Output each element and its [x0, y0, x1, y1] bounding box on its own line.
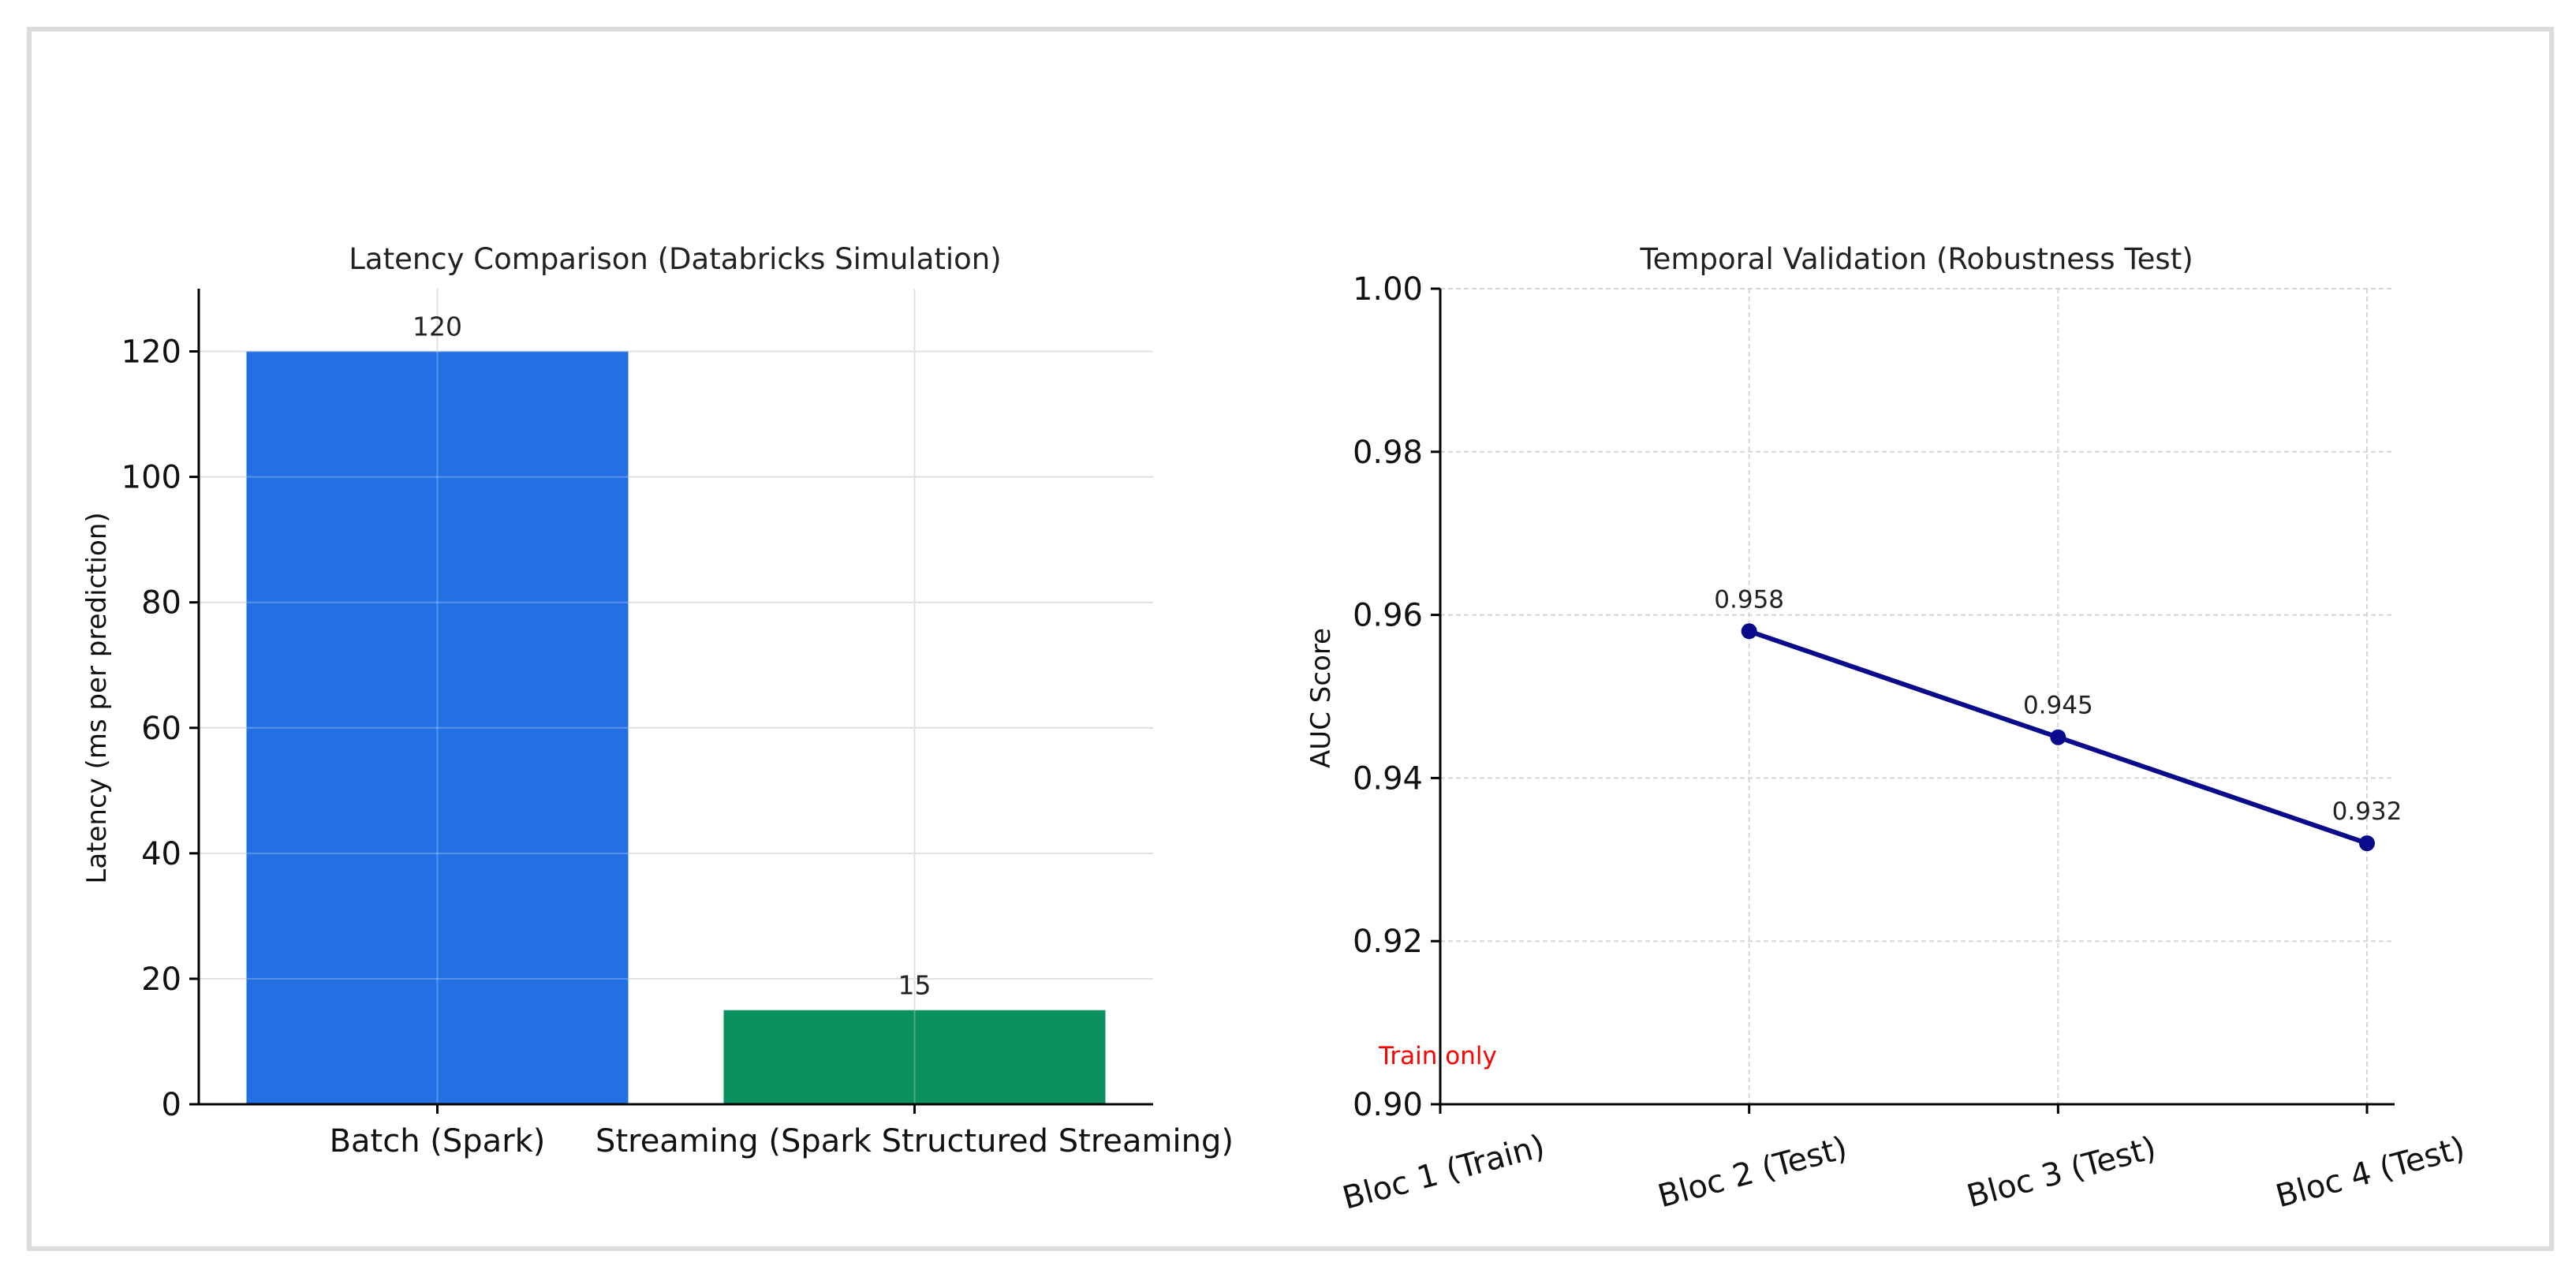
point-value-label: 0.945 [2023, 692, 2093, 720]
bar-chart-y-axis-label: Latency (ms per prediction) [81, 512, 113, 883]
line-y-tick-label: 0.94 [1353, 760, 1423, 797]
bar [723, 1010, 1106, 1104]
bar-y-tick-label: 60 [141, 711, 181, 747]
bar-value-label: 15 [898, 970, 931, 1001]
point-value-label: 0.958 [1714, 585, 1784, 614]
bar [246, 351, 629, 1104]
line-x-tick-label: Bloc 2 (Test) [1654, 1130, 1850, 1215]
line-chart-y-axis-label: AUC Score [1305, 628, 1337, 768]
line-y-tick-label: 1.00 [1353, 271, 1423, 308]
line-chart-title: Temporal Validation (Robustness Test) [1639, 242, 2193, 276]
bar-y-tick-label: 120 [121, 334, 181, 371]
point-value-label: 0.932 [2332, 797, 2402, 826]
train-only-annotation: Train only [1378, 1042, 1497, 1070]
auc-line-chart: Temporal Validation (Robustness Test) AU… [1305, 242, 2469, 1217]
line-y-tick-label: 0.90 [1353, 1087, 1423, 1123]
bar-value-label: 120 [413, 312, 462, 342]
bar-chart-title: Latency Comparison (Databricks Simulatio… [349, 242, 1001, 276]
line-x-tick-label: Bloc 4 (Test) [2272, 1130, 2469, 1215]
data-point [2359, 835, 2375, 852]
line-x-tick-label: Bloc 3 (Test) [1963, 1130, 2160, 1215]
latency-bar-chart: Latency Comparison (Databricks Simulatio… [81, 242, 1234, 1159]
bar-y-tick-label: 0 [162, 1087, 181, 1123]
bar-y-tick-label: 40 [141, 836, 181, 872]
line-y-tick-label: 0.92 [1353, 924, 1423, 960]
bar-y-tick-label: 20 [141, 961, 181, 998]
line-chart-tick-labels: 0.90 0.92 0.94 0.96 0.98 1.00 Bloc 1 (Train) Bl… [1338, 271, 2469, 1217]
line-chart-axes [1439, 289, 2395, 1106]
bar-chart-value-labels: 120 15 [413, 312, 931, 1001]
data-point [2050, 729, 2066, 745]
bar-x-tick-label: Batch (Spark) [330, 1123, 546, 1159]
line-y-tick-label: 0.98 [1353, 435, 1423, 471]
bar-y-tick-label: 100 [121, 460, 181, 496]
line-chart-series [1741, 623, 2375, 852]
bar-chart-bars [199, 289, 1153, 1105]
data-point [1741, 623, 1757, 640]
line-chart-point-labels: 0.958 0.945 0.932 [1714, 585, 2402, 826]
bar-chart-tick-labels: 0 20 40 60 80 100 120 Batch (Spark) Streaming (S… [121, 334, 1234, 1159]
line-chart-grid [1439, 288, 2395, 1105]
bar-x-tick-label: Streaming (Spark Structured Streaming) [595, 1123, 1234, 1159]
bar-chart-axes [197, 289, 1153, 1106]
line-x-tick-label: Bloc 1 (Train) [1338, 1128, 1548, 1217]
bar-y-tick-label: 80 [141, 585, 181, 622]
line-y-tick-label: 0.96 [1353, 598, 1423, 634]
